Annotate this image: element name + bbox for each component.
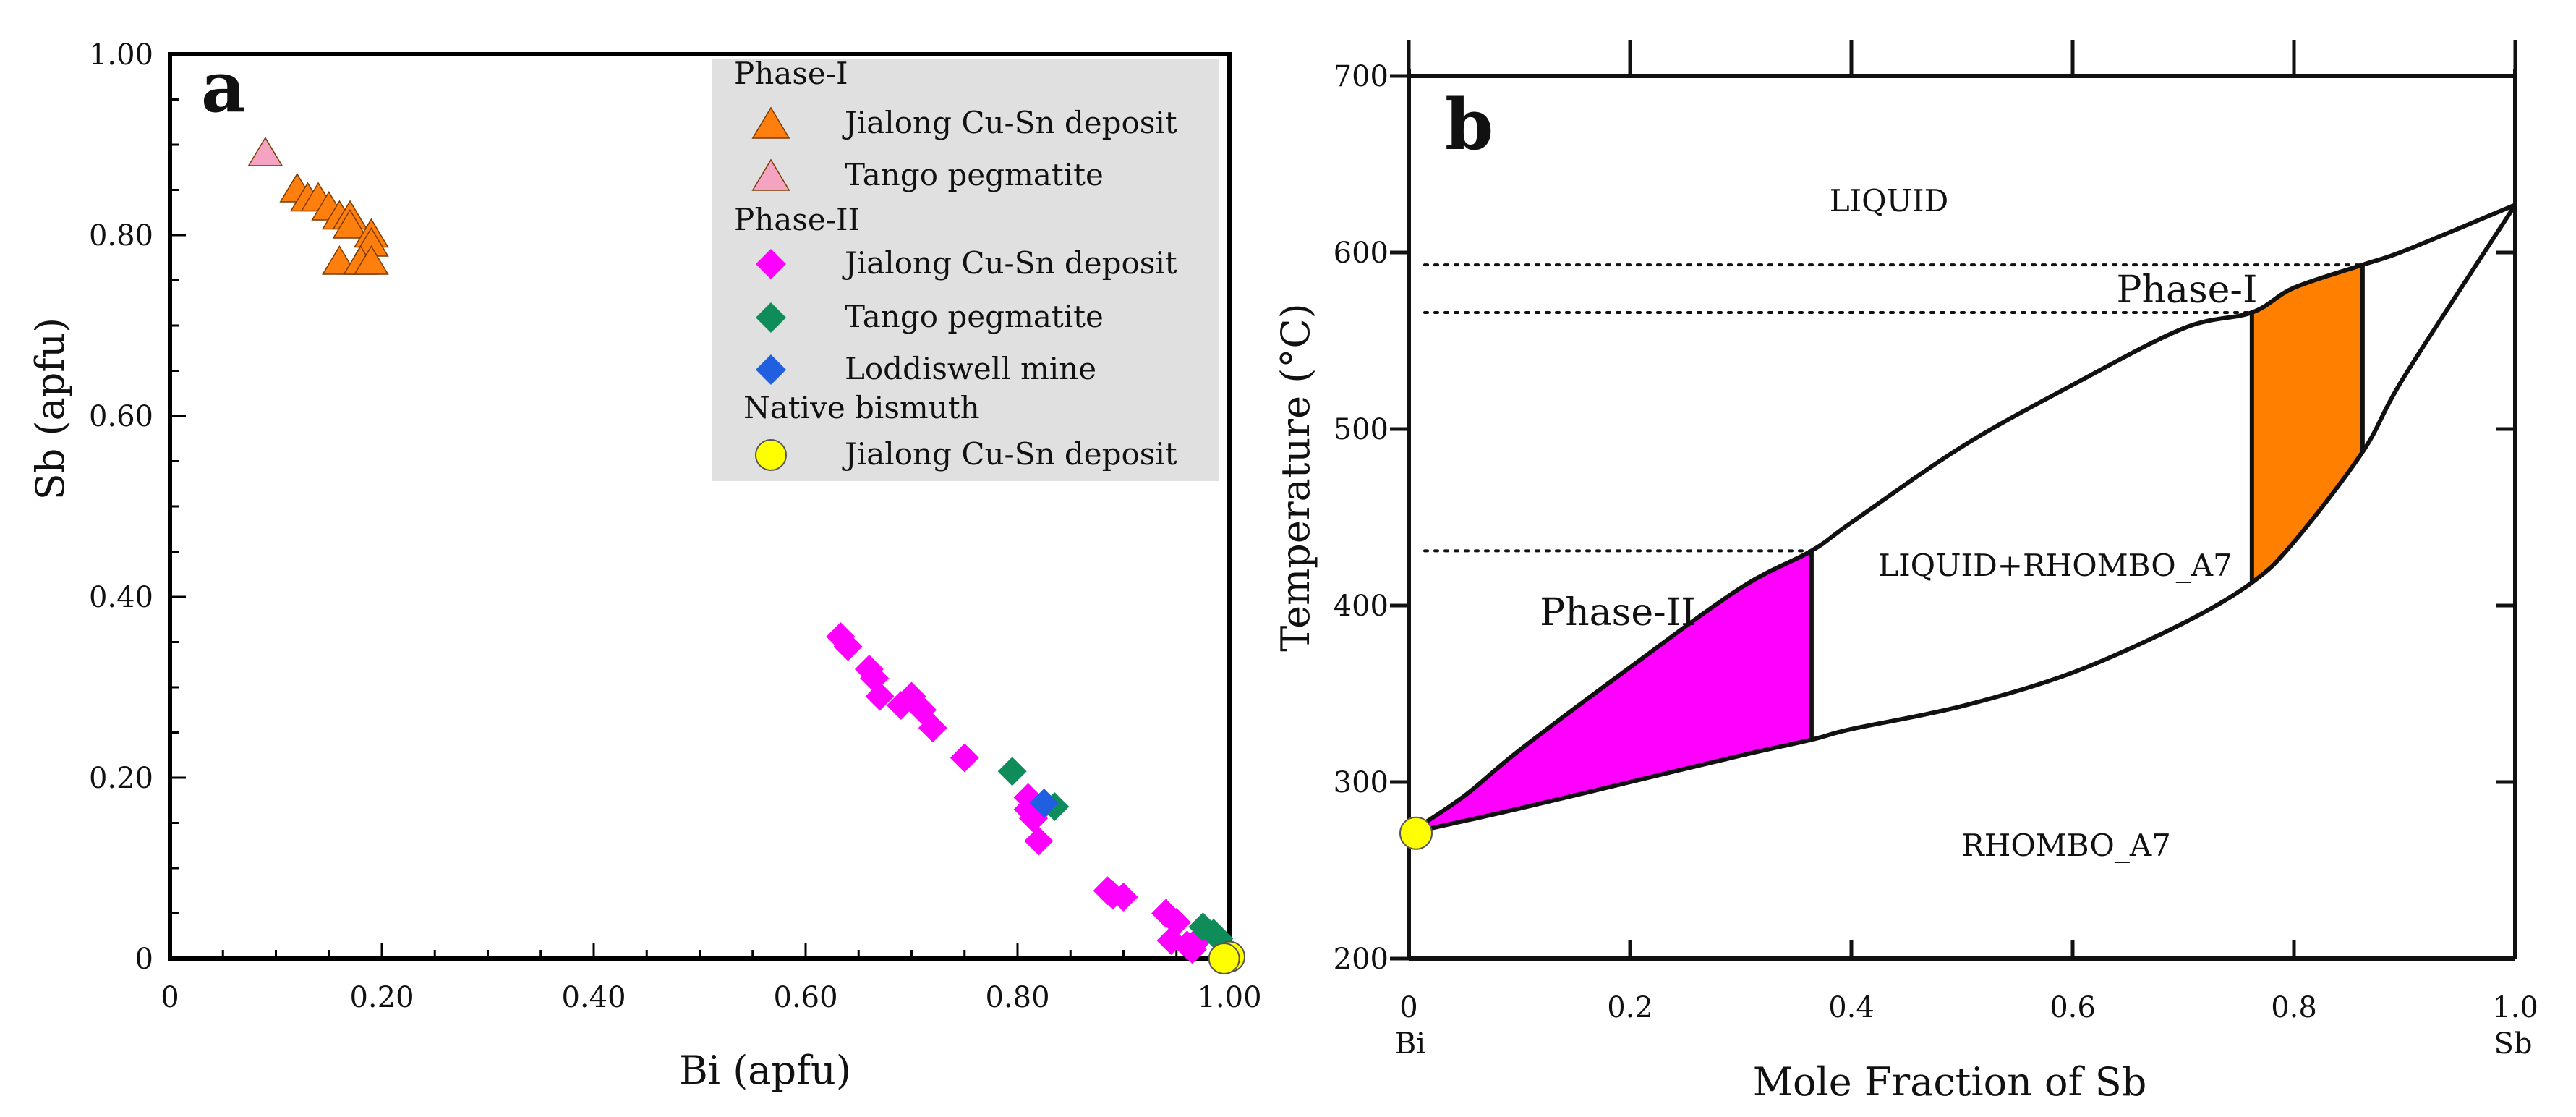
panel-b-label: b: [1445, 84, 1493, 166]
solidus-curve: [1408, 203, 2517, 836]
x-axis-right-end-label: Sb: [2494, 1027, 2532, 1061]
panel-a-label: a: [201, 46, 246, 128]
x-tick-label: 0.4: [1828, 991, 1875, 1024]
legend-entry-label: Jialong Cu-Sn deposit: [842, 436, 1177, 472]
phase-ii-label: Phase-II: [1540, 591, 1696, 634]
p2-jialong-point: [1109, 883, 1138, 912]
p1-tango-point: [247, 137, 283, 166]
p2-jialong-point: [1024, 826, 1054, 856]
y-tick-label: 0: [135, 943, 153, 976]
y-tick-label: 600: [1334, 237, 1389, 270]
y-tick-label: 0.60: [89, 400, 153, 433]
x-axis-left-end-label: Bi: [1395, 1027, 1425, 1061]
panel-b-axes: [1390, 40, 2517, 961]
panel-b-tick-labels: 0 0.2 0.4 0.6 0.8 1.0 200 300 400 500 600 700: [1334, 60, 2538, 1024]
y-tick-label: 0.20: [89, 762, 153, 795]
legend-marker: [751, 158, 790, 191]
panel-a-y-axis-label: Sb (apfu): [27, 318, 73, 500]
legend-entry-label: Jialong Cu-Sn deposit: [842, 245, 1177, 281]
x-tick-label: 0.8: [2271, 991, 2317, 1024]
panel-a-legend: Phase-I Jialong Cu-Sn deposit Tango pegmat…: [734, 56, 1177, 472]
panel-a-x-axis-label: Bi (apfu): [679, 1048, 851, 1093]
phase-boundary-lines: [1809, 265, 2365, 740]
y-tick-label: 300: [1334, 766, 1389, 799]
legend-marker: [756, 249, 786, 279]
y-tick-label: 400: [1334, 590, 1389, 623]
legend-group-heading: Native bismuth: [743, 390, 980, 425]
legend-entry-label: Tango pegmatite: [845, 157, 1104, 192]
y-tick-label: 500: [1334, 413, 1389, 446]
legend-marker: [755, 439, 787, 471]
legend-entry-label: Loddiswell mine: [845, 351, 1096, 386]
panel-a-data-points: [247, 137, 1245, 974]
dotted-isotherms: [1423, 263, 2364, 553]
x-tick-label: 0.80: [985, 981, 1049, 1014]
p2-jialong-point: [918, 713, 947, 743]
y-tick-label: 0.80: [89, 219, 153, 252]
y-tick-label: 200: [1334, 943, 1389, 976]
x-tick-label: 0.40: [561, 981, 626, 1014]
native-jialong-point: [1208, 943, 1240, 974]
x-tick-label: 0.60: [773, 981, 837, 1014]
x-tick-label: 1.00: [1197, 981, 1261, 1014]
two-phase-region-label: LIQUID+RHOMBO_A7: [1878, 548, 2232, 583]
y-tick-label: 0.40: [89, 581, 153, 614]
x-tick-label: 0: [161, 981, 179, 1014]
p1-jialong-point: [332, 209, 368, 239]
x-tick-label: 0: [1399, 991, 1417, 1024]
panel-a-legend-background: [712, 59, 1219, 481]
legend-group-heading: Phase-I: [734, 56, 848, 91]
panel-a-scatter-plot: 0 0.20 0.40 0.60 0.80 1.00 0 0.20 0.40 0.60 0.80 1.…: [27, 38, 1262, 1093]
panel-b-x-axis-label: Mole Fraction of Sb: [1753, 1059, 2147, 1105]
legend-marker: [751, 106, 790, 139]
y-tick-label: 700: [1334, 60, 1389, 93]
x-tick-label: 1.0: [2492, 991, 2538, 1024]
p2-jialong-point: [1177, 935, 1207, 964]
liquidus-curve: [1407, 203, 2517, 836]
x-tick-label: 0.2: [1607, 991, 1653, 1024]
y-tick-label: 1.00: [89, 38, 153, 72]
x-tick-label: 0.20: [349, 981, 414, 1014]
legend-group-heading: Phase-II: [734, 202, 860, 237]
liquid-region-label: LIQUID: [1830, 183, 1949, 218]
native-bismuth-point: [1399, 816, 1433, 850]
panel-b-phase-diagram: 0 0.2 0.4 0.6 0.8 1.0 200 300 400 500 600 700 b LIQ…: [1273, 40, 2538, 1105]
native-bismuth-marker: [1399, 816, 1433, 850]
legend-marker: [756, 302, 786, 333]
p2-jialong-point: [865, 681, 895, 711]
panel-b-y-axis-label: Temperature (°C): [1273, 303, 1318, 651]
p2-jialong-point: [833, 632, 863, 661]
legend-entry-label: Jialong Cu-Sn deposit: [842, 105, 1177, 140]
legend-marker: [756, 354, 786, 385]
phase-i-region: [2251, 265, 2363, 583]
p2-tango-point: [997, 757, 1027, 786]
phase-i-label: Phase-I: [2116, 268, 2257, 312]
p2-jialong-point: [950, 743, 979, 773]
p2-loddiswell-point: [1029, 789, 1059, 817]
solid-region-label: RHOMBO_A7: [1961, 828, 2171, 863]
p1-jialong-point: [353, 245, 389, 275]
x-tick-label: 0.6: [2050, 991, 2096, 1024]
legend-entry-label: Tango pegmatite: [845, 299, 1104, 334]
panel-a-tick-labels: 0 0.20 0.40 0.60 0.80 1.00 0 0.20 0.40 0.60 0.80 1.…: [89, 38, 1262, 1014]
